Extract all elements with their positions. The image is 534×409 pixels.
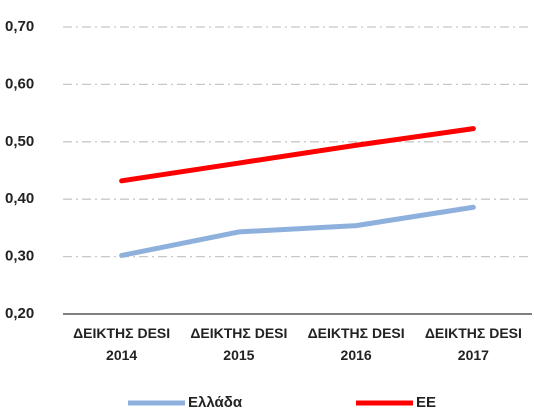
series-line [119, 204, 476, 258]
y-tick-label: 0,20 [5, 305, 34, 322]
y-tick-label: 0,70 [5, 18, 34, 35]
x-tick-label: ΔΕΙΚΤΗΣ DESI 2015 [190, 325, 288, 363]
x-tick-label: ΔΕΙΚΤΗΣ DESI 2014 [73, 325, 171, 363]
x-tick-label: ΔΕΙΚΤΗΣ DESI 2016 [307, 325, 405, 363]
y-tick-label: 0,30 [5, 248, 34, 265]
y-tick-label: 0,40 [5, 190, 34, 207]
x-tick-label: ΔΕΙΚΤΗΣ DESI 2017 [424, 325, 522, 363]
series-line [119, 126, 476, 184]
legend-label: EE [416, 394, 436, 409]
y-tick-label: 0,50 [5, 133, 34, 150]
y-tick-label: 0,60 [5, 75, 34, 92]
legend-label: Ελλάδα [188, 394, 243, 409]
